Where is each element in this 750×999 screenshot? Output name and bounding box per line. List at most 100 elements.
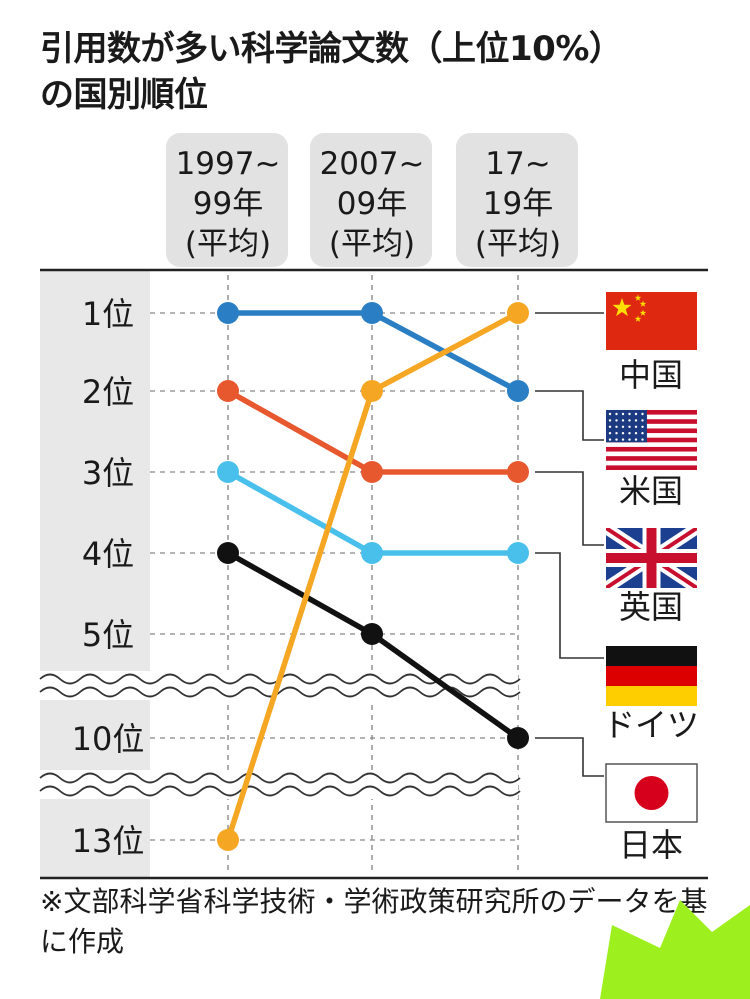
series-point <box>217 302 239 324</box>
flag-star-dot <box>634 419 638 422</box>
rank-tick-label: 4位 <box>82 535 134 573</box>
china-flag-icon <box>606 292 697 350</box>
rank-tick-label: 5位 <box>82 616 134 654</box>
source-note: ※文部科学省科学技術・学術政策研究所のデータを基に作成 <box>40 885 708 958</box>
flag-stripe <box>606 428 697 434</box>
period-label: 17~ <box>485 146 550 182</box>
series-point <box>507 542 529 564</box>
flag-star-dot <box>628 412 631 416</box>
period-label: (平均) <box>475 226 561 262</box>
flag-star-dot <box>608 438 612 441</box>
flag-star-dot <box>628 438 631 441</box>
flag-star-dot <box>634 425 638 428</box>
flag-star-dot <box>641 419 644 422</box>
period-header-bg <box>166 133 288 267</box>
flag-star-dot <box>608 412 612 416</box>
flag-stripe <box>606 456 697 461</box>
flag-star-dot <box>641 432 644 435</box>
series-point <box>217 380 239 402</box>
flag-stripe <box>606 419 697 424</box>
period-label: 19年 <box>483 186 553 222</box>
flag-stripe <box>606 437 697 443</box>
series-point <box>361 542 383 564</box>
legend-connector <box>535 552 604 659</box>
title-line-1: 引用数が多い科学論文数（上位10%） <box>40 29 623 69</box>
flag-sun <box>634 776 669 810</box>
rank-tick-label: 3位 <box>82 454 134 492</box>
rank-axis: 1位 2位 3位 4位 5位 10位 13位 <box>38 268 708 880</box>
legend-label: ドイツ <box>603 706 699 744</box>
period-label: 99年 <box>193 186 263 222</box>
series-point <box>507 380 529 402</box>
flag-star-dot <box>621 432 625 435</box>
flag-star-dot <box>634 432 638 435</box>
flag-canton <box>606 410 647 443</box>
period-label: 2007~ <box>320 146 425 182</box>
flag-star-dot <box>628 425 631 428</box>
rank-tick-label: 13位 <box>72 822 145 860</box>
series-point <box>217 829 239 851</box>
flag-star <box>634 294 642 301</box>
series-point <box>217 542 239 564</box>
legend-connector <box>535 390 604 441</box>
flag-band-gold <box>606 686 697 706</box>
series-point <box>507 461 529 483</box>
flag-star-dot <box>628 432 631 435</box>
rank-tick-label: 2位 <box>82 373 134 411</box>
germany-flag-icon <box>606 646 697 706</box>
period-header-bg <box>310 133 432 267</box>
title-line-2: の国別順位 <box>40 75 208 115</box>
series-lines <box>217 302 529 851</box>
axis-break-wave <box>39 686 521 698</box>
flag-star-dot <box>615 412 618 416</box>
japan-flag-icon <box>605 763 698 823</box>
axis-break-gap <box>38 770 518 799</box>
period-label: (平均) <box>329 226 415 262</box>
flag-star-dot <box>634 412 638 416</box>
period-label: 09年 <box>337 186 407 222</box>
flag-band-red <box>606 666 697 686</box>
flag-star-dot <box>621 425 625 428</box>
flag-star-dot <box>641 438 644 441</box>
flag-star-dot <box>621 438 625 441</box>
series-point <box>507 727 529 749</box>
series-point <box>361 380 383 402</box>
period-headers: 1997~ 99年 (平均) 2007~ 09年 (平均) 17~ 19年 (平均) <box>166 133 578 267</box>
flag-star <box>639 309 647 316</box>
usa-flag-icon <box>606 410 697 470</box>
period-header-bg <box>456 133 578 267</box>
rank-tick-label: 1位 <box>82 295 134 333</box>
flag-star-dot <box>608 432 612 435</box>
flag-star-dot <box>615 432 618 435</box>
flag-star <box>634 315 642 322</box>
flag-star-dot <box>608 425 612 428</box>
axis-break-wave <box>39 772 521 784</box>
legend-connector <box>535 471 604 546</box>
chart-title: 引用数が多い科学論文数（上位10%） の国別順位 <box>40 26 730 118</box>
legend-label: 中国 <box>619 356 683 394</box>
period-label: (平均) <box>185 226 271 262</box>
flag-star <box>612 298 632 317</box>
period-label: 1997~ <box>176 146 281 182</box>
legend-connector <box>535 737 604 777</box>
series-point <box>361 461 383 483</box>
flag-band-black <box>606 646 697 666</box>
series-point <box>507 302 529 324</box>
legend-label: 米国 <box>619 472 683 510</box>
series-point <box>361 302 383 324</box>
flag-stripe <box>606 465 697 470</box>
flag-star-dot <box>634 438 638 441</box>
series-point <box>361 623 383 645</box>
china-flag-body <box>606 292 697 350</box>
series-point <box>217 461 239 483</box>
flag-star-dot <box>641 412 644 416</box>
flag-stripe <box>606 446 697 452</box>
flag-stripe <box>606 410 697 415</box>
flag-star-dot <box>615 438 618 441</box>
legend-label: 日本 <box>619 826 683 864</box>
flag-star-dot <box>615 425 618 428</box>
uk-flag-icon <box>606 528 697 588</box>
